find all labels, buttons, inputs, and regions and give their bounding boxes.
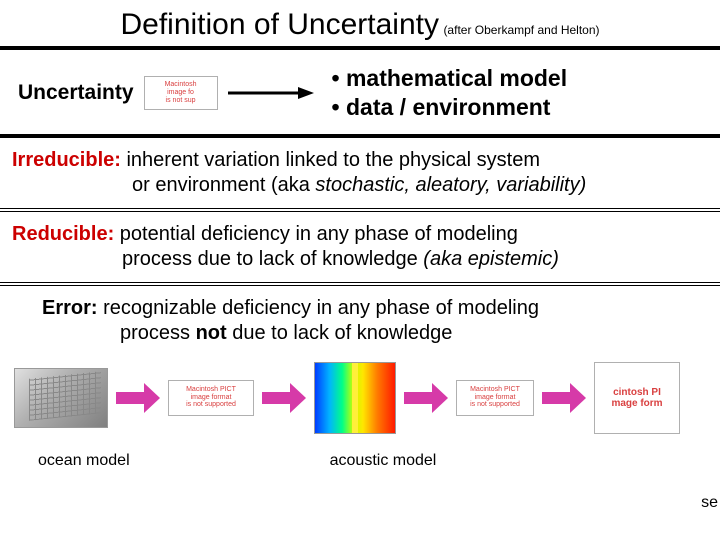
def-error: Error: recognizable deficiency in any ph… (0, 286, 720, 356)
slide: Definition of Uncertainty (after Oberkam… (0, 0, 720, 540)
uncertainty-row: Uncertainty Macintoshimage fois not sup … (0, 50, 720, 134)
acoustic-model-image (314, 362, 396, 434)
def-irreducible: Irreducible: inherent variation linked t… (0, 138, 720, 208)
caption-ocean: ocean model (38, 452, 130, 470)
slide-attribution: (after Oberkampf and Helton) (443, 23, 599, 37)
caption-acoustic: acoustic model (330, 452, 437, 470)
image-placeholder-icon: Macintosh PICTimage formatis not support… (168, 380, 254, 416)
def-label: Reducible: (12, 223, 114, 245)
ocean-model-image (14, 368, 108, 428)
arrow-right-icon (116, 383, 160, 413)
bullet-2: • data / environment (332, 93, 568, 122)
model-images-row: Macintosh PICTimage formatis not support… (0, 356, 720, 436)
uncertainty-label: Uncertainty (18, 81, 134, 105)
def-label: Irreducible: (12, 149, 121, 171)
def-label: Error: (42, 297, 98, 319)
def-reducible: Reducible: potential deficiency in any p… (0, 212, 720, 282)
arrow-right-icon (228, 86, 314, 100)
slide-title: Definition of Uncertainty (120, 8, 439, 41)
bullets: • mathematical model • data / environmen… (332, 64, 568, 122)
captions: ocean model acoustic model (0, 436, 720, 470)
image-placeholder-icon: Macintosh PICTimage formatis not support… (456, 380, 534, 416)
arrow-right-icon (542, 383, 586, 413)
image-placeholder-icon: Macintoshimage fois not sup (144, 76, 218, 110)
caption-cut: se (701, 494, 718, 512)
arrow-right-icon (404, 383, 448, 413)
arrow-right-icon (262, 383, 306, 413)
title-row: Definition of Uncertainty (after Oberkam… (0, 0, 720, 46)
image-placeholder-icon: cintosh PImage form (594, 362, 680, 434)
bullet-1: • mathematical model (332, 64, 568, 93)
